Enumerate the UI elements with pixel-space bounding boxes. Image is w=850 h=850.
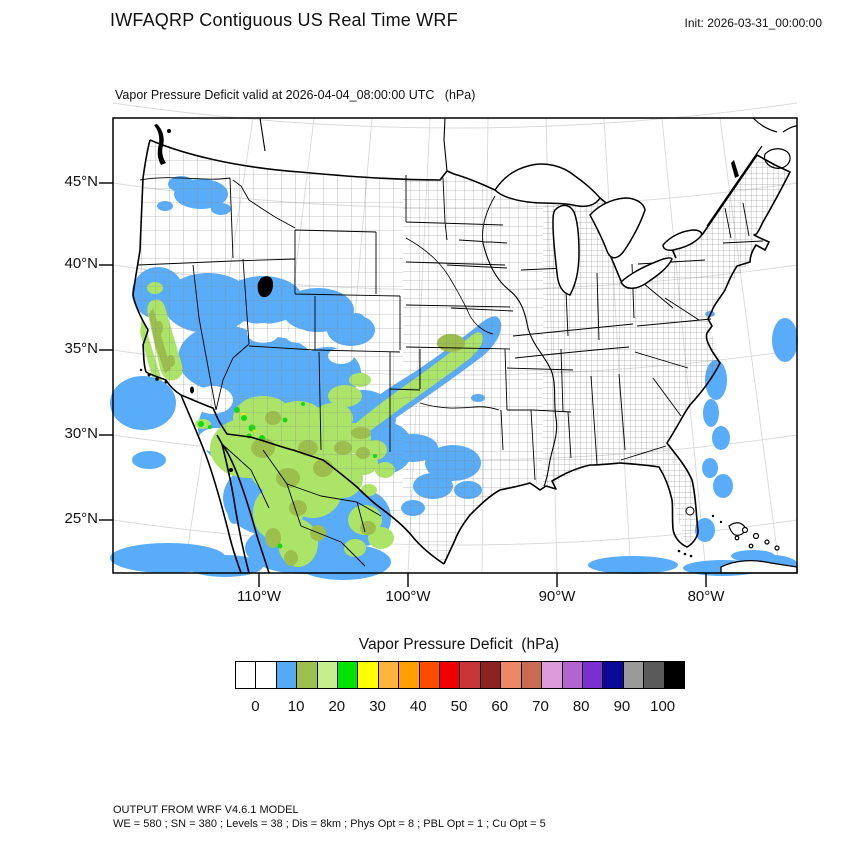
colorbar [235,661,685,689]
lake-ontario [662,229,703,251]
colorbar-cell [297,662,318,688]
colorbar-cell [501,662,522,688]
lake-champlain [731,160,739,178]
colorbar-tick-label: 40 [409,698,427,715]
lake-huron [589,197,646,259]
lake-superior [494,163,601,208]
colorbar-tick-label: 70 [532,698,549,715]
colorbar-cell [236,662,257,688]
water-bodies [139,124,798,574]
colorbar-cell [460,662,481,688]
colorbar-tick-label: 20 [328,698,346,715]
colorbar-tick-label: 0 [251,698,260,715]
colorbar-cell [256,662,277,688]
salton-sea [190,386,194,394]
colorbar-tick-label: 50 [450,698,468,715]
colorbar-cell [562,662,583,688]
valid-time-subtitle: Vapor Pressure Deficit valid at 2026-04-… [115,88,476,102]
bahamas-islands [728,522,780,551]
tiburon-island [229,468,233,472]
mississippi-river [405,237,558,487]
colorbar-cell [358,662,379,688]
colorbar-cell [521,662,543,688]
colorbar-tick-label: 30 [369,698,386,715]
colorbar-tick-label: 100 [650,698,676,715]
colorbar-cell [276,662,298,688]
colorbar-tick-label: 80 [572,698,590,715]
axis-ticks [99,182,707,587]
colorbar-cell [603,662,624,688]
lat-tick-label: 40°N [64,255,98,272]
colorbar-cell [582,662,604,688]
lat-tick-label: 35°N [64,340,98,357]
map-frame [112,117,798,574]
mexico-state-borders [221,443,382,567]
colorbar-tick-label: 90 [613,698,631,715]
lat-tick-label: 30°N [64,425,98,442]
page-title: IWFAQRP Contiguous US Real Time WRF [110,10,458,30]
colorbar-cell [338,662,359,688]
colorbar-cell [644,662,665,688]
init-timestamp: Init: 2026-03-31_00:00:00 [684,16,822,30]
lake-erie [620,257,673,289]
lat-tick-label: 25°N [64,510,98,527]
lake-michigan [552,204,580,296]
colorbar-cell [480,662,502,688]
colorbar-title: Vapor Pressure Deficit (hPa) [358,636,560,653]
lon-tick-label: 110°W [236,588,282,605]
colorbar-cell [440,662,461,688]
map-canvas [99,102,798,587]
footer-line1: OUTPUT FROM WRF V4.6.1 MODEL [113,804,299,816]
colorbar-cell [664,662,684,688]
model-info-footer: OUTPUT FROM WRF V4.6.1 MODEL WE = 580 ; … [113,803,546,831]
colorbar-tick-label: 60 [491,698,509,715]
coastline [132,117,798,574]
state-borders [137,175,764,481]
lon-tick-label: 90°W [538,588,576,605]
colorbar-tick-labels: 0 10 20 30 40 50 60 70 80 90 100 [235,698,683,718]
colorbar-cell [419,662,441,688]
colorbar-cell [378,662,400,688]
map-plot-area [99,102,798,587]
lake-okeechobee [685,506,695,516]
colorbar-cell [623,662,645,688]
great-salt-lake [257,276,273,298]
lat-tick-label: 45°N [64,173,98,190]
colorbar-tick-label: 10 [287,698,305,715]
lon-tick-label: 100°W [385,588,431,605]
lon-tick-label: 80°W [687,588,725,605]
great-lakes [494,163,703,296]
puget-sound [154,124,166,165]
colorbar-cell [399,662,420,688]
footer-line2: WE = 580 ; SN = 380 ; Levels = 38 ; Dis … [113,818,546,830]
colorbar-cell [317,662,339,688]
colorbar-cell [542,662,563,688]
